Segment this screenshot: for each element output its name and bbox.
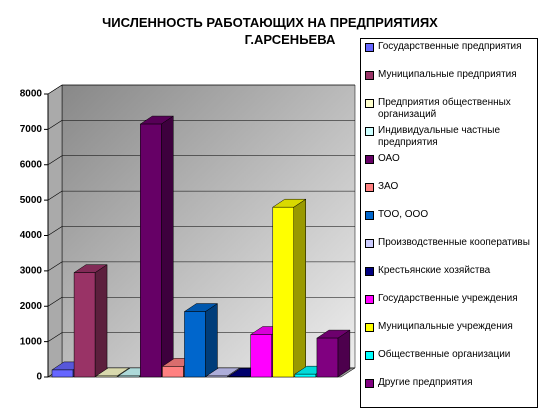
legend-swatch (365, 295, 374, 304)
grid-line-side (47, 226, 63, 236)
legend-label: Государственные предприятия (378, 41, 522, 52)
legend-item: Государственные предприятия (365, 41, 533, 69)
grid-line-side (47, 190, 63, 201)
legend-item: ОАО (365, 153, 533, 181)
legend-swatch (365, 239, 374, 248)
title-line: Г.АРСЕНЬЕВА (244, 32, 336, 47)
legend-item: ЗАО (365, 181, 533, 209)
legend-item: Крестьянские хозяйства (365, 265, 533, 293)
bar (316, 337, 339, 378)
grid-line-side (47, 332, 63, 342)
legend-item: Муниципальные предприятия (365, 69, 533, 97)
y-tick-label: 6000 (20, 159, 43, 170)
legend-label: Предприятия общественных организаций (378, 97, 511, 120)
legend-label: Муниципальные предприятия (378, 69, 517, 80)
bar (162, 366, 184, 378)
bar (184, 311, 206, 378)
bar (206, 375, 228, 378)
bar (117, 375, 140, 378)
bar (250, 334, 272, 378)
y-tick-label: 7000 (20, 124, 43, 135)
legend-swatch (365, 127, 374, 136)
grid-line-side (47, 155, 63, 166)
bar (140, 123, 162, 378)
grid-line-side (47, 120, 63, 130)
bar (51, 369, 74, 378)
bar-side (293, 198, 306, 378)
legend-label: Индивидуальные частные предприятия (378, 125, 501, 148)
y-tick-label: 1000 (20, 336, 43, 347)
legend-item: Производственные кооперативы (365, 237, 533, 265)
y-tick-label: 0 (36, 372, 42, 383)
legend-label: ЗАО (378, 181, 399, 192)
legend-label: Крестьянские хозяйства (378, 265, 491, 276)
legend-item: Государственные учреждения (365, 293, 533, 321)
legend-label: Общественные организации (378, 349, 511, 360)
legend-swatch (365, 71, 374, 80)
bar-side (94, 264, 108, 378)
legend-item: Индивидуальные частные предприятия (365, 125, 533, 153)
grid-line-side (47, 261, 63, 272)
y-tick-label: 3000 (20, 266, 43, 277)
legend-swatch (365, 211, 374, 220)
legend-swatch (365, 351, 374, 360)
legend-label: ОАО (378, 153, 400, 164)
grid-line-side (47, 84, 63, 95)
chart-title: ЧИСЛЕННОСТЬ РАБОТАЮЩИХ НА ПРЕДПРИЯТИЯХ Г… (60, 14, 480, 48)
bar (272, 206, 294, 378)
legend-label: ТОО, ООО (378, 209, 429, 220)
grid-line-side (47, 296, 63, 307)
legend-label: Муниципальные учреждения (378, 321, 513, 332)
legend-swatch (365, 183, 374, 192)
legend-swatch (365, 43, 374, 52)
y-tick-label: 2000 (20, 301, 43, 312)
bar (95, 375, 118, 378)
legend-item: Предприятия общественных организаций (365, 97, 533, 125)
bar (73, 272, 96, 378)
plot: 0 1000 2000 3000 4000 5000 6000 7000 8000 (20, 84, 356, 383)
legend-label: Другие предприятия (378, 377, 473, 388)
legend-swatch (365, 155, 374, 164)
legend-label: Государственные учреждения (378, 293, 518, 304)
bar (228, 376, 250, 378)
legend-item: Другие предприятия (365, 377, 533, 405)
legend-swatch (365, 323, 374, 332)
bar-side (205, 303, 218, 378)
legend-item: ТОО, ООО (365, 209, 533, 237)
y-tick-label: 8000 (20, 89, 43, 100)
title-line: ЧИСЛЕННОСТЬ РАБОТАЮЩИХ НА ПРЕДПРИЯТИЯХ (102, 15, 438, 30)
legend: Государственные предприятия Муниципальные… (360, 38, 538, 408)
legend-item: Общественные организации (365, 349, 533, 377)
legend-swatch (365, 99, 374, 108)
legend-item: Муниципальные учреждения (365, 321, 533, 349)
y-tick-label: 4000 (20, 230, 43, 241)
bar-side (161, 115, 174, 378)
legend-swatch (365, 267, 374, 276)
y-tick-label: 5000 (20, 195, 43, 206)
bar (294, 373, 317, 378)
legend-swatch (365, 379, 374, 388)
legend-label: Производственные кооперативы (378, 237, 530, 248)
